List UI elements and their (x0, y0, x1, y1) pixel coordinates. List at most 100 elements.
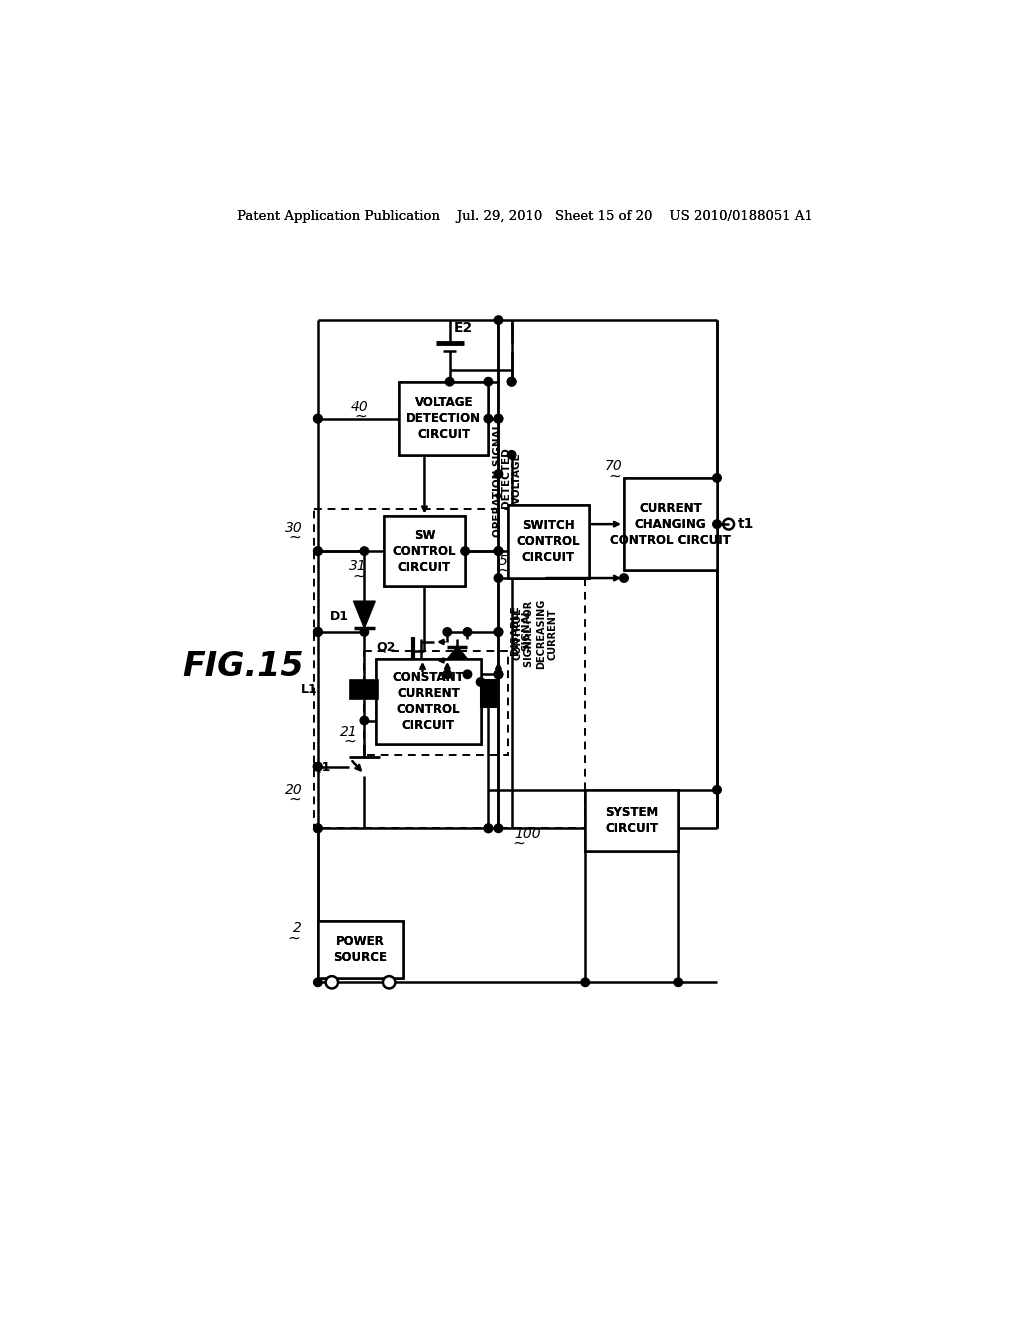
Text: ~: ~ (352, 568, 366, 583)
Circle shape (360, 717, 369, 725)
Circle shape (495, 414, 503, 422)
Circle shape (495, 470, 503, 478)
Bar (508, 506, 589, 578)
Text: SW
CONTROL
CIRCUIT: SW CONTROL CIRCUIT (392, 528, 456, 574)
Circle shape (495, 414, 503, 422)
Text: Q1: Q1 (311, 760, 331, 774)
Text: CURRENT
CHANGING
CONTROL CIRCUIT: CURRENT CHANGING CONTROL CIRCUIT (610, 502, 731, 546)
Bar (365, 651, 508, 755)
Bar (376, 659, 480, 743)
Circle shape (713, 474, 721, 482)
Bar (586, 789, 678, 851)
Circle shape (495, 628, 503, 636)
Text: ~: ~ (354, 409, 367, 424)
Text: SWITCH
CONTROL
CIRCUIT: SWITCH CONTROL CIRCUIT (517, 519, 581, 564)
Circle shape (443, 628, 452, 636)
Circle shape (495, 546, 503, 556)
Circle shape (383, 975, 395, 989)
Circle shape (495, 574, 503, 582)
Bar (317, 921, 403, 978)
Text: t1: t1 (738, 517, 755, 531)
Circle shape (495, 315, 503, 325)
Circle shape (461, 546, 469, 556)
Text: VOLTAGE
DETECTION
CIRCUIT: VOLTAGE DETECTION CIRCUIT (407, 396, 481, 441)
Circle shape (443, 671, 452, 678)
Circle shape (313, 546, 323, 556)
Circle shape (360, 546, 369, 556)
Text: ~: ~ (512, 836, 525, 850)
Text: ~: ~ (289, 529, 302, 545)
Text: ~: ~ (289, 792, 302, 807)
Text: SYSTEM
CIRCUIT: SYSTEM CIRCUIT (605, 807, 658, 836)
Text: 100: 100 (514, 826, 541, 841)
Text: ~: ~ (288, 931, 300, 945)
Circle shape (313, 414, 323, 422)
Circle shape (484, 824, 493, 833)
Circle shape (495, 546, 503, 556)
Circle shape (674, 978, 683, 986)
Text: ~: ~ (343, 734, 356, 748)
Bar (624, 478, 717, 570)
Bar (399, 381, 488, 455)
Circle shape (713, 785, 721, 795)
Bar (480, 681, 496, 706)
Polygon shape (447, 647, 467, 659)
Text: R1: R1 (483, 686, 502, 700)
Circle shape (484, 824, 493, 833)
Polygon shape (353, 601, 375, 628)
Bar (384, 516, 465, 586)
Circle shape (313, 824, 323, 833)
Text: ~: ~ (608, 469, 621, 483)
Circle shape (507, 378, 516, 385)
Text: 21: 21 (340, 725, 357, 739)
Circle shape (507, 378, 516, 385)
Circle shape (484, 414, 493, 422)
Text: VOLTAGE
DETECTION
CIRCUIT: VOLTAGE DETECTION CIRCUIT (407, 396, 481, 441)
Circle shape (463, 628, 472, 636)
Text: CONSTANT
CURRENT
CONTROL
CIRCUIT: CONSTANT CURRENT CONTROL CIRCUIT (392, 671, 464, 731)
Text: 30: 30 (286, 521, 303, 535)
Circle shape (313, 414, 323, 422)
Text: 40: 40 (350, 400, 369, 414)
Text: CONSTANT
CURRENT
CONTROL
CIRCUIT: CONSTANT CURRENT CONTROL CIRCUIT (392, 671, 464, 731)
Text: SYSTEM
CIRCUIT: SYSTEM CIRCUIT (605, 807, 658, 836)
Circle shape (620, 574, 629, 582)
Text: OPERATION SIGNAL: OPERATION SIGNAL (494, 424, 504, 537)
Circle shape (313, 824, 323, 833)
Text: POWER
SOURCE: POWER SOURCE (334, 935, 387, 964)
Circle shape (463, 671, 472, 678)
Text: E2: E2 (454, 321, 473, 335)
Bar (376, 659, 480, 743)
Text: CURRENT
CHANGING
CONTROL CIRCUIT: CURRENT CHANGING CONTROL CIRCUIT (610, 502, 731, 546)
Bar (384, 516, 465, 586)
Text: FIG.15: FIG.15 (182, 651, 303, 684)
Text: D1: D1 (330, 610, 349, 623)
Circle shape (313, 628, 323, 636)
Circle shape (484, 378, 493, 385)
Circle shape (313, 978, 323, 986)
Text: 20: 20 (286, 783, 303, 797)
Circle shape (313, 763, 323, 771)
Text: SW
CONTROL
CIRCUIT: SW CONTROL CIRCUIT (392, 528, 456, 574)
Bar (508, 506, 589, 578)
Text: Patent Application Publication    Jul. 29, 2010   Sheet 15 of 20    US 2010/0188: Patent Application Publication Jul. 29, … (237, 210, 813, 223)
Text: Patent Application Publication    Jul. 29, 2010   Sheet 15 of 20    US 2010/0188: Patent Application Publication Jul. 29, … (237, 210, 813, 223)
Bar (624, 478, 717, 570)
Text: ~: ~ (497, 562, 510, 578)
Bar (399, 381, 488, 455)
Bar (314, 508, 586, 829)
Circle shape (495, 628, 503, 636)
Circle shape (476, 677, 485, 686)
Circle shape (313, 763, 323, 771)
Bar (350, 681, 378, 700)
Text: SWITCH
CONTROL
CIRCUIT: SWITCH CONTROL CIRCUIT (517, 519, 581, 564)
Circle shape (313, 628, 323, 636)
Circle shape (495, 671, 503, 678)
Circle shape (360, 628, 369, 636)
Text: 50: 50 (499, 554, 516, 568)
Circle shape (313, 628, 323, 636)
Circle shape (495, 824, 503, 833)
Circle shape (495, 671, 503, 678)
Text: 70: 70 (605, 459, 623, 474)
Circle shape (445, 378, 454, 385)
